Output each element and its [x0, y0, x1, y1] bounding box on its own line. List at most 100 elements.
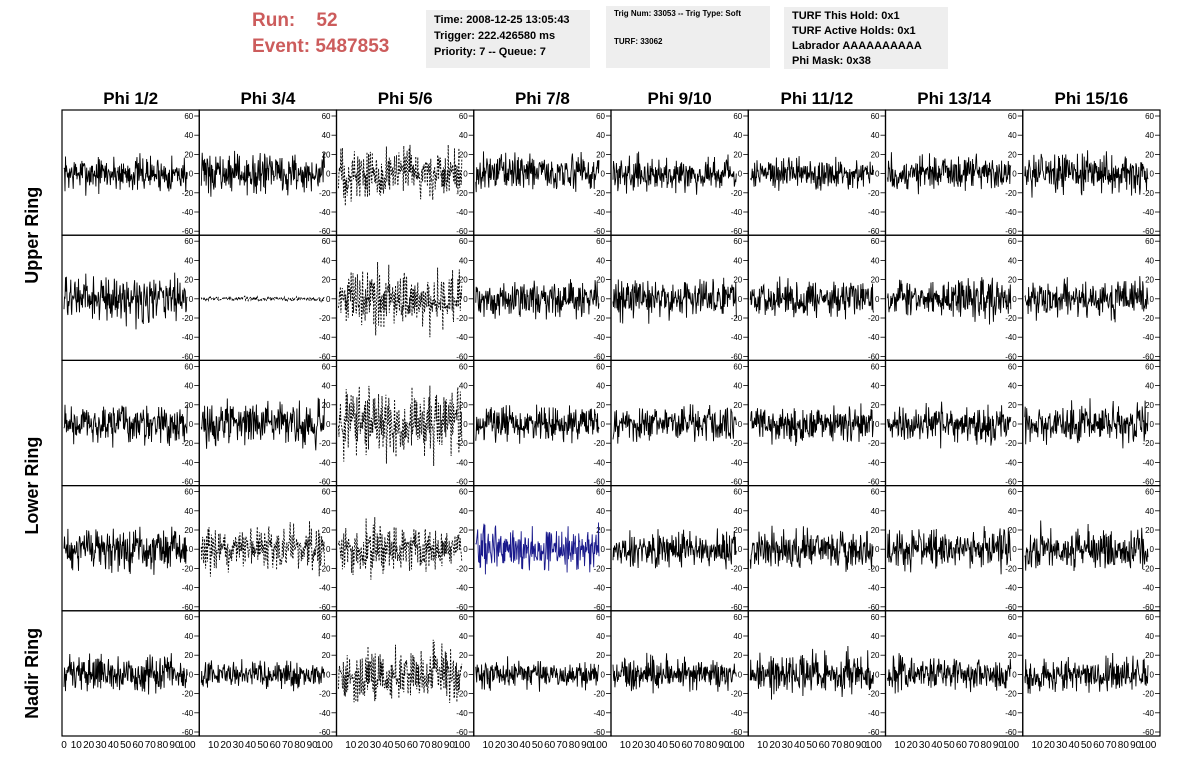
- x-tick-label: 100: [728, 740, 745, 751]
- y-tick-label: -40: [868, 458, 880, 467]
- y-tick-label: -60: [868, 728, 880, 737]
- waveform-trace: [1024, 398, 1149, 449]
- waveform-trace: [750, 403, 874, 447]
- waveform-trace: [749, 276, 874, 320]
- waveform-trace: [1024, 276, 1149, 323]
- y-tick-label: -40: [868, 709, 880, 718]
- waveform-trace: [887, 401, 1012, 449]
- waveform-trace: [612, 277, 737, 324]
- column-title: Phi 7/8: [515, 89, 570, 108]
- y-tick-label: 40: [871, 131, 880, 140]
- y-tick-label: 40: [871, 256, 880, 265]
- y-tick-label: 20: [733, 651, 742, 660]
- y-tick-label: 40: [733, 382, 742, 391]
- waveform-trace: [475, 656, 599, 692]
- y-tick-label: 60: [733, 237, 742, 246]
- column-title: Phi 13/14: [917, 89, 991, 108]
- y-tick-label: 60: [184, 112, 193, 121]
- y-tick-label: 40: [596, 131, 605, 140]
- y-tick-label: -40: [319, 208, 331, 217]
- waveform-trace: [887, 277, 1012, 325]
- y-tick-label: 20: [459, 276, 468, 285]
- x-tick-label: 100: [1002, 740, 1019, 751]
- x-tick-label: 30: [370, 740, 382, 751]
- y-tick-label: 20: [1008, 401, 1017, 410]
- x-tick-label: 20: [632, 740, 644, 751]
- y-tick-label: -60: [593, 227, 605, 236]
- y-tick-label: -60: [456, 603, 468, 612]
- x-tick-label: 30: [233, 740, 245, 751]
- y-tick-label: -20: [868, 189, 880, 198]
- y-tick-label: 0: [463, 420, 468, 429]
- y-tick-label: 40: [459, 256, 468, 265]
- y-tick-label: 20: [871, 401, 880, 410]
- y-tick-label: 40: [596, 632, 605, 641]
- x-tick-label: 50: [669, 740, 681, 751]
- y-tick-label: 40: [1008, 507, 1017, 516]
- x-tick-label: 40: [931, 740, 943, 751]
- y-tick-label: -20: [182, 189, 194, 198]
- y-tick-label: -40: [868, 333, 880, 342]
- y-tick-label: 0: [326, 420, 331, 429]
- y-tick-label: 0: [875, 545, 880, 554]
- x-tick-label: 80: [706, 740, 718, 751]
- y-tick-label: -60: [319, 352, 331, 361]
- x-tick-label: 50: [944, 740, 956, 751]
- waveform-trace: [887, 152, 1012, 195]
- x-tick-label: 90: [993, 740, 1005, 751]
- waveform-trace: [749, 156, 874, 191]
- x-tick-label: 20: [358, 740, 370, 751]
- y-tick-label: -40: [1142, 584, 1154, 593]
- x-tick-label: 60: [819, 740, 831, 751]
- y-tick-label: -40: [182, 584, 194, 593]
- y-tick-label: -20: [182, 439, 194, 448]
- y-tick-label: 40: [184, 382, 193, 391]
- y-tick-label: 60: [1145, 362, 1154, 371]
- y-tick-label: 0: [463, 545, 468, 554]
- x-tick-label: 80: [1118, 740, 1130, 751]
- phi-mask-line: Phi Mask: 0x38: [792, 55, 871, 67]
- y-tick-label: 20: [459, 526, 468, 535]
- waveform-trace: [612, 151, 737, 195]
- waveform-trace: [475, 404, 600, 444]
- y-tick-label: -20: [1005, 564, 1017, 573]
- y-tick-label: -20: [182, 314, 194, 323]
- y-tick-label: 0: [1012, 170, 1017, 179]
- x-tick-label: 80: [981, 740, 993, 751]
- waveform-trace: [612, 528, 737, 570]
- event-value: 5487853: [315, 36, 390, 57]
- y-tick-label: -40: [1005, 208, 1017, 217]
- y-tick-label: 20: [322, 276, 331, 285]
- x-tick-label: 60: [956, 740, 968, 751]
- x-tick-label: 70: [419, 740, 431, 751]
- y-tick-label: 60: [1145, 237, 1154, 246]
- y-tick-label: 0: [1012, 545, 1017, 554]
- waveform-trace: [1024, 150, 1149, 198]
- x-tick-label: 70: [968, 740, 980, 751]
- y-tick-label: 40: [184, 131, 193, 140]
- y-tick-label: 40: [871, 382, 880, 391]
- x-tick-label: 20: [83, 740, 95, 751]
- waveform-trace: [200, 150, 325, 197]
- x-tick-label: 60: [407, 740, 419, 751]
- time-line: Time: 2008-12-25 13:05:43: [434, 14, 570, 26]
- x-tick-label: 90: [718, 740, 730, 751]
- y-tick-label: -40: [456, 333, 468, 342]
- waveform-trace: [338, 261, 463, 338]
- y-tick-label: 40: [322, 131, 331, 140]
- y-tick-label: -40: [593, 584, 605, 593]
- y-tick-label: 20: [733, 150, 742, 159]
- y-tick-label: -60: [1005, 227, 1017, 236]
- y-tick-label: 0: [601, 295, 606, 304]
- y-tick-label: -60: [593, 352, 605, 361]
- priority-line: Priority: 7 -- Queue: 7: [434, 46, 546, 58]
- waveform-trace: [338, 639, 463, 704]
- waveform-trace: [749, 645, 874, 700]
- x-tick-label: 100: [316, 740, 333, 751]
- y-tick-label: -40: [731, 584, 743, 593]
- x-tick-label: 10: [1032, 740, 1044, 751]
- x-tick-label: 70: [1105, 740, 1117, 751]
- y-tick-label: 20: [184, 276, 193, 285]
- y-tick-label: 60: [596, 488, 605, 497]
